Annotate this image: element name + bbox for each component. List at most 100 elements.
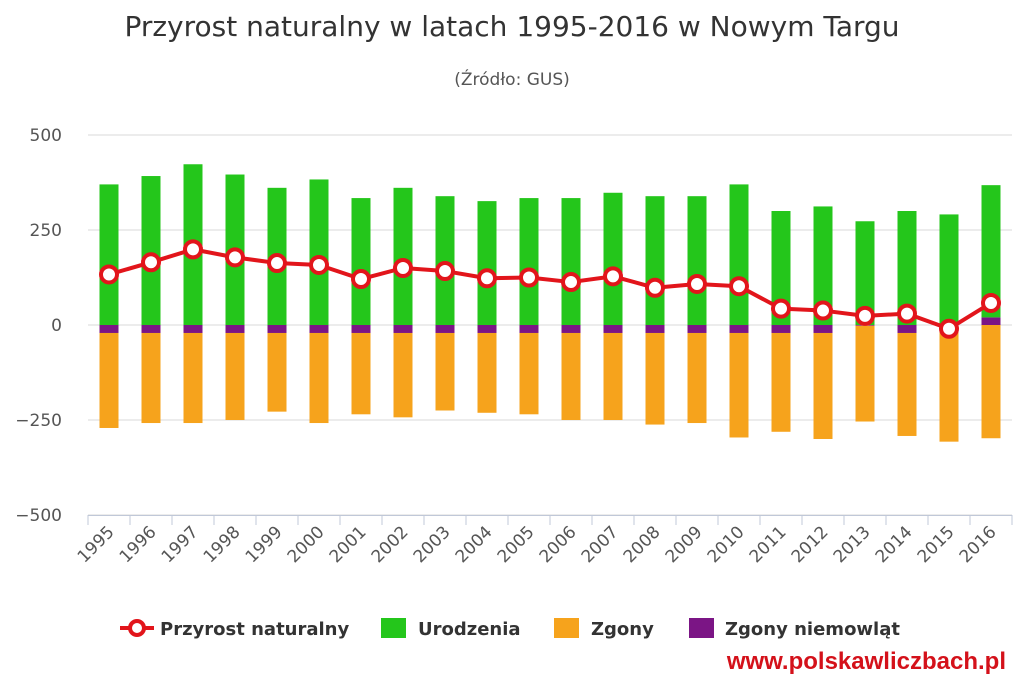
bar-urodzenia — [813, 206, 833, 325]
bar-zgony-niemowlat — [267, 325, 287, 333]
bar-zgony — [225, 332, 245, 420]
point-przyrost — [477, 268, 497, 289]
bar-zgony — [939, 326, 959, 442]
chart-subtitle: (Źródło: GUS) — [454, 70, 570, 90]
point-przyrost — [561, 272, 581, 293]
x-tick-label: 2006 — [536, 522, 581, 567]
x-tick-label: 2008 — [620, 522, 665, 567]
point-przyrost — [309, 254, 329, 275]
x-tick-label: 2016 — [956, 522, 1001, 567]
bar-zgony-niemowlat — [435, 325, 455, 333]
bar-zgony — [729, 332, 749, 438]
legend-swatch-zgony-niemowlat — [689, 618, 714, 638]
bar-zgony-niemowlat — [225, 325, 245, 333]
point-przyrost — [897, 303, 917, 324]
bar-urodzenia — [477, 201, 497, 325]
point-przyrost — [141, 252, 161, 273]
x-tick-label: 2009 — [662, 522, 707, 567]
bar-zgony — [435, 332, 455, 411]
bar-zgony — [477, 332, 497, 413]
x-tick-label: 1999 — [242, 522, 287, 567]
point-przyrost — [393, 258, 413, 278]
y-tick-label: 500 — [30, 126, 62, 146]
bar-urodzenia — [309, 179, 329, 325]
bar-zgony-niemowlat — [309, 325, 329, 333]
bar-zgony — [393, 332, 413, 418]
x-tick-label: 2005 — [494, 522, 539, 567]
bar-urodzenia — [393, 187, 413, 325]
x-tick-label: 2010 — [704, 522, 749, 567]
legend-label-przyrost: Przyrost naturalny — [160, 619, 349, 640]
point-przyrost — [519, 267, 539, 288]
bar-zgony-niemowlat — [351, 325, 371, 333]
bar-zgony-niemowlat — [99, 325, 119, 333]
bar-zgony-niemowlat — [393, 325, 413, 333]
bar-urodzenia — [603, 192, 623, 325]
line-przyrost — [108, 247, 993, 331]
bar-zgony — [519, 332, 539, 415]
bar-zgony — [855, 325, 875, 422]
bar-zgony-niemowlat — [183, 325, 203, 333]
bar-urodzenia — [435, 196, 455, 325]
bar-zgony — [981, 325, 1001, 439]
x-tick-label: 2001 — [326, 522, 371, 567]
bar-urodzenia — [771, 211, 791, 325]
x-tick-label: 2012 — [788, 522, 833, 567]
legend[interactable]: Przyrost naturalny Urodzenia Zgony Zgony ni… — [120, 618, 900, 640]
bar-urodzenia — [141, 176, 161, 325]
bar-zgony — [687, 332, 707, 424]
bar-zgony-niemowlat — [729, 325, 749, 333]
bar-zgony — [183, 332, 203, 424]
x-tick-label: 2000 — [284, 522, 329, 567]
bar-urodzenia — [729, 184, 749, 325]
bar-urodzenia — [687, 196, 707, 325]
y-tick-label: −250 — [15, 411, 62, 431]
x-tick-label: 2015 — [914, 522, 959, 567]
legend-swatch-urodzenia — [381, 618, 406, 638]
bar-urodzenia — [645, 196, 665, 325]
x-tick-label: 2003 — [410, 522, 455, 567]
bar-zgony — [99, 332, 119, 428]
bar-urodzenia — [981, 185, 1001, 318]
point-przyrost — [855, 305, 875, 326]
legend-point-marker — [128, 619, 146, 637]
bar-zgony — [813, 332, 833, 439]
legend-label-urodzenia: Urodzenia — [418, 619, 521, 640]
y-tick-label: 250 — [30, 221, 62, 241]
point-przyrost — [351, 269, 371, 290]
legend-swatch-zgony — [554, 618, 579, 638]
x-tick-label: 2002 — [368, 522, 413, 567]
bar-zgony-niemowlat — [561, 325, 581, 333]
bar-zgony — [351, 332, 371, 415]
point-przyrost — [645, 277, 665, 298]
point-przyrost — [813, 300, 833, 321]
point-przyrost — [435, 261, 455, 282]
bar-urodzenia — [561, 198, 581, 325]
point-przyrost — [183, 239, 203, 260]
x-tick-label: 2013 — [830, 522, 875, 567]
point-przyrost — [267, 253, 287, 274]
bar-zgony — [771, 332, 791, 432]
bar-zgony-niemowlat — [981, 317, 1001, 325]
bar-urodzenia — [939, 214, 959, 325]
bar-zgony — [645, 332, 665, 425]
bar-zgony-niemowlat — [897, 325, 917, 333]
source-url[interactable]: www.polskawliczbach.pl — [726, 648, 1006, 675]
bar-urodzenia — [351, 198, 371, 325]
bar-zgony-niemowlat — [645, 325, 665, 333]
x-tick-label: 1995 — [74, 522, 119, 567]
bar-zgony-niemowlat — [519, 325, 539, 333]
line-series — [99, 239, 1001, 339]
bar-zgony-niemowlat — [771, 325, 791, 333]
point-przyrost — [771, 298, 791, 319]
bar-zgony — [561, 332, 581, 420]
y-tick-label: 0 — [51, 316, 62, 336]
point-przyrost — [99, 264, 119, 285]
legend-label-zgony: Zgony — [591, 619, 654, 640]
bar-zgony — [267, 332, 287, 412]
point-przyrost — [939, 318, 959, 339]
bar-zgony — [603, 332, 623, 420]
bar-zgony-niemowlat — [603, 325, 623, 333]
chart-title: Przyrost naturalny w latach 1995-2016 w … — [124, 10, 900, 43]
point-przyrost — [603, 266, 623, 287]
